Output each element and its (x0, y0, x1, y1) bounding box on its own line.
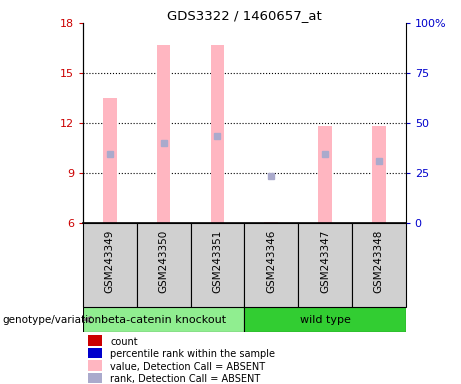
Title: GDS3322 / 1460657_at: GDS3322 / 1460657_at (167, 9, 322, 22)
Text: GSM243347: GSM243347 (320, 230, 330, 293)
Bar (137, 223, 190, 307)
Bar (372, 126, 385, 223)
Bar (244, 223, 298, 307)
Bar (352, 223, 406, 307)
Text: rank, Detection Call = ABSENT: rank, Detection Call = ABSENT (110, 374, 260, 384)
Text: wild type: wild type (300, 314, 350, 325)
Bar (88, 373, 102, 383)
Bar (83, 307, 244, 332)
Bar (88, 336, 102, 346)
Bar (318, 126, 332, 223)
Bar (88, 360, 102, 371)
Bar (211, 45, 224, 223)
Bar (265, 222, 278, 223)
Text: value, Detection Call = ABSENT: value, Detection Call = ABSENT (110, 362, 265, 372)
Bar (157, 45, 171, 223)
Text: genotype/variation: genotype/variation (2, 314, 101, 325)
Bar (103, 98, 117, 223)
Bar (83, 223, 137, 307)
Bar (88, 348, 102, 359)
Text: GSM243350: GSM243350 (159, 230, 169, 293)
Text: GSM243351: GSM243351 (213, 230, 223, 293)
Text: GSM243349: GSM243349 (105, 230, 115, 293)
Text: beta-catenin knockout: beta-catenin knockout (101, 314, 226, 325)
Text: GSM243348: GSM243348 (374, 230, 384, 293)
Text: count: count (110, 337, 138, 347)
Text: percentile rank within the sample: percentile rank within the sample (110, 349, 275, 359)
Text: GSM243346: GSM243346 (266, 230, 276, 293)
Bar (298, 223, 352, 307)
Bar (190, 223, 244, 307)
Bar (244, 307, 406, 332)
